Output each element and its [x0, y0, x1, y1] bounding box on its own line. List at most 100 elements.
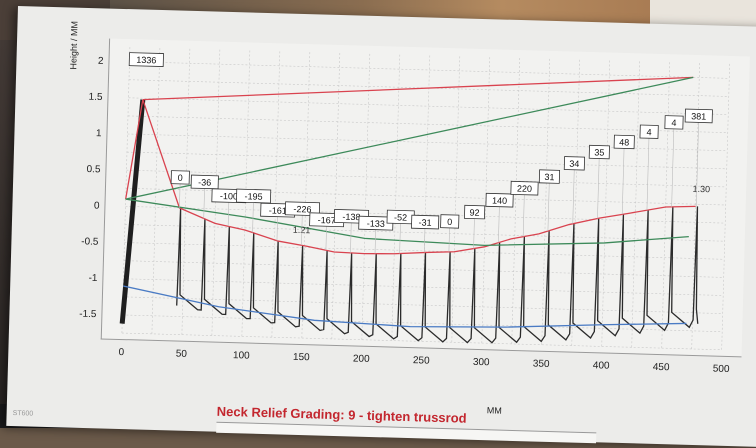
fret-leader-line — [448, 227, 450, 252]
grid-line-x — [451, 56, 461, 343]
grid-line-x — [361, 53, 371, 340]
fret-leader-line — [350, 222, 352, 253]
corner-id: ST600 — [12, 410, 34, 418]
fret-value-label-box — [464, 204, 486, 220]
x-tick-label: 100 — [233, 350, 250, 361]
fret-value-label-box — [639, 124, 659, 139]
fret-value-label: 4 — [671, 118, 676, 128]
grid-line-x — [631, 61, 640, 348]
fret-leader-line — [473, 218, 475, 249]
fret-leader-line — [203, 188, 205, 219]
grading-box — [216, 421, 597, 444]
fret-value-label: 220 — [517, 183, 532, 193]
y-tick-label: -1 — [88, 273, 98, 284]
x-tick-label: 500 — [713, 364, 730, 375]
grid-line-x — [181, 48, 191, 335]
series-line-4 — [123, 285, 687, 328]
fret-value-label-box — [190, 174, 219, 190]
fret-value-label: -36 — [198, 177, 211, 187]
grid-line-x — [151, 47, 161, 334]
x-axis-label: MM — [486, 405, 503, 416]
annotation-1336: 1336 — [136, 55, 156, 66]
neck-relief-chart: 0 50 100 150 200 250 300 350 400 450 500-1.5-1-0.5… — [79, 47, 730, 375]
y-tick-label: 2 — [98, 56, 104, 67]
fret-value-label-box — [411, 214, 440, 230]
x-tick-label: 50 — [176, 349, 188, 360]
fret-value-label: 0 — [178, 173, 183, 183]
grid-line-y — [128, 97, 729, 115]
fret-value-label: -138 — [342, 212, 360, 222]
fret-value-label: -31 — [418, 217, 431, 227]
series-line-1 — [142, 76, 694, 101]
fret-leader-line — [547, 183, 550, 232]
fret-value-label: 48 — [619, 137, 629, 147]
fret-value-label: -161 — [269, 205, 287, 215]
fret-leader-line — [179, 183, 181, 208]
x-tick-label: 150 — [293, 352, 310, 363]
series-line-0 — [125, 99, 696, 255]
grid-line-y — [123, 260, 724, 278]
fret-value-label-box — [588, 144, 610, 160]
series-line-3 — [125, 198, 689, 247]
printout-sheet: Height / MM 0 50 100 150 200 250 300 350 400 450 5… — [6, 6, 756, 448]
fret-value-label: 0 — [447, 217, 452, 227]
fret-leader-line — [498, 206, 500, 243]
fret-value-label-box — [664, 115, 684, 130]
x-tick-label: 350 — [533, 359, 550, 370]
grid-line-y — [121, 332, 722, 351]
grid-line-x — [331, 52, 341, 339]
x-tick-label: 400 — [593, 360, 610, 371]
y-tick-label: 0.5 — [86, 164, 101, 175]
fret-value-label: 35 — [594, 147, 604, 157]
y-tick-label: -0.5 — [81, 236, 99, 247]
y-tick-label: 1.5 — [88, 92, 103, 103]
fret-value-label: 34 — [569, 159, 579, 169]
series-line-2 — [125, 76, 694, 200]
fret-value-label-box — [563, 156, 586, 171]
y-tick-label: 0 — [94, 200, 100, 211]
fret-leader-line — [572, 169, 575, 224]
fret-value-label: 381 — [691, 111, 706, 121]
fret-value-label-box — [510, 180, 539, 196]
fret-leader-line — [399, 223, 401, 254]
fret-value-label: -226 — [293, 204, 311, 214]
x-tick-label: 0 — [118, 347, 124, 358]
grid-line-y — [125, 206, 726, 224]
x-tick-label: 450 — [653, 362, 670, 373]
fret-leader-line — [695, 122, 699, 207]
fret-value-label-box — [613, 134, 635, 150]
grid-line-y — [126, 169, 727, 188]
grid-line-y — [129, 61, 730, 79]
fret-value-label-box — [235, 188, 272, 204]
fret-value-label-box — [284, 201, 321, 217]
fret-leader-line — [374, 229, 376, 254]
grid-line-x — [601, 60, 611, 347]
fret-value-label: 140 — [492, 195, 507, 205]
fret-profile-line — [176, 206, 699, 344]
fret-value-label: -100 — [220, 191, 238, 201]
x-tick-label: 250 — [413, 355, 430, 366]
fret-value-label: -195 — [244, 191, 262, 201]
fret-leader-line — [522, 194, 525, 237]
grid-line-y — [126, 151, 727, 170]
fret-value-label: -133 — [367, 218, 385, 228]
fret-value-label: 31 — [544, 172, 554, 182]
fret-value-label: 4 — [646, 127, 651, 137]
annotation-1-30: 1.30 — [692, 184, 710, 194]
y-axis-label: Height / MM — [68, 20, 80, 70]
fret-leader-line — [325, 226, 327, 251]
fret-value-label-box — [485, 192, 514, 208]
fret-leader-line — [276, 216, 278, 241]
fret-value-label-box — [440, 214, 460, 229]
y-tick-label: 1 — [96, 128, 102, 139]
fret-leader-line — [423, 228, 426, 253]
grid-line-x — [721, 63, 730, 350]
fret-leader-line — [597, 158, 600, 219]
fret-leader-line — [621, 148, 625, 215]
fret-leader-line — [671, 128, 675, 207]
fret-leader-line — [301, 215, 303, 246]
fret-value-label: 92 — [469, 207, 479, 217]
fret-leader-line — [227, 202, 230, 227]
x-tick-label: 200 — [353, 353, 370, 364]
fret-value-label: -167 — [318, 215, 336, 225]
